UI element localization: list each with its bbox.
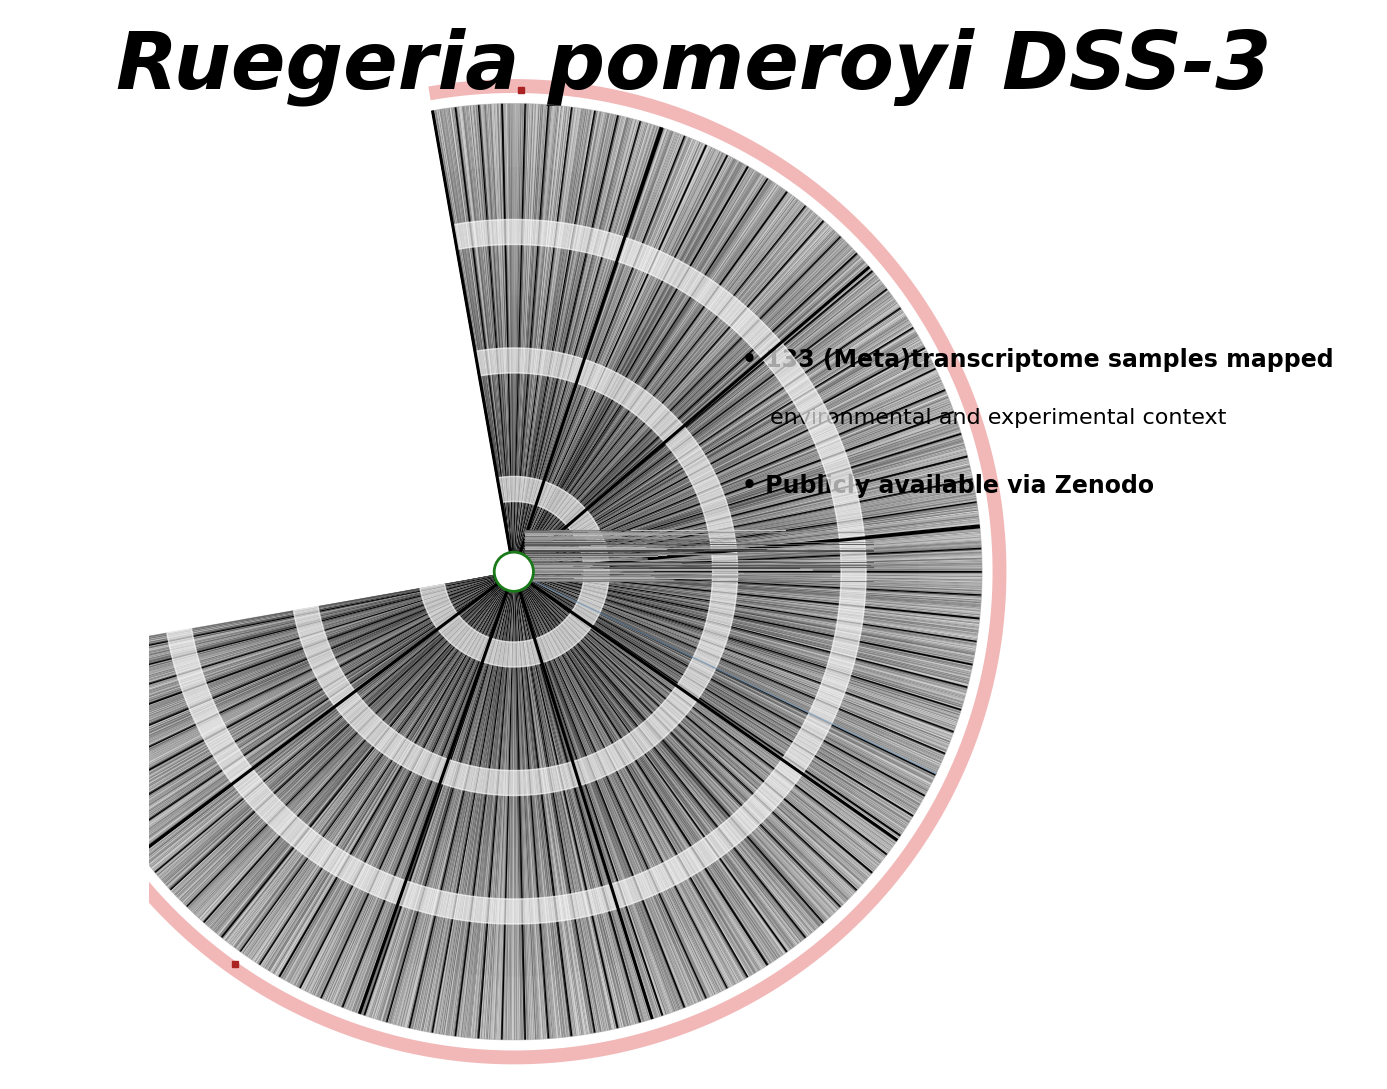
Polygon shape <box>53 103 982 1040</box>
Text: • Publicly available via Zenodo: • Publicly available via Zenodo <box>742 474 1154 498</box>
Polygon shape <box>117 168 918 976</box>
Circle shape <box>494 552 534 591</box>
Polygon shape <box>305 360 725 783</box>
Text: • 133 (Meta)transcriptome samples mapped: • 133 (Meta)transcriptome samples mapped <box>742 348 1334 372</box>
Polygon shape <box>433 489 596 654</box>
Polygon shape <box>369 425 660 719</box>
Polygon shape <box>294 348 738 795</box>
Polygon shape <box>243 296 789 847</box>
Text: environmental and experimental context: environmental and experimental context <box>770 408 1226 428</box>
Polygon shape <box>179 232 853 911</box>
Polygon shape <box>166 220 865 923</box>
Text: Ruegeria pomeroyi DSS-3: Ruegeria pomeroyi DSS-3 <box>115 27 1272 106</box>
Polygon shape <box>420 477 609 666</box>
